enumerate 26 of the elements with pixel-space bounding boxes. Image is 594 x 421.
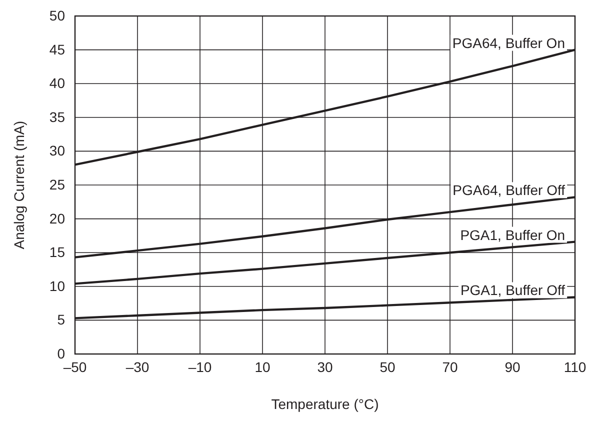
series-label: PGA1, Buffer On <box>460 226 565 243</box>
x-tick-label: 110 <box>564 358 586 375</box>
y-tick-label: 0 <box>57 345 66 362</box>
y-tick-label: 35 <box>49 108 66 125</box>
y-tick-label: 5 <box>57 312 66 328</box>
y-tick-label: 15 <box>49 244 66 260</box>
y-tick-label: 25 <box>49 176 66 192</box>
x-tick-label: 30 <box>317 358 333 375</box>
y-axis-title: Analog Current (mA) <box>11 120 27 250</box>
x-tick-label: –30 <box>126 358 150 375</box>
series-label: PGA1, Buffer Off <box>460 282 566 298</box>
x-tick-label: 10 <box>254 358 270 375</box>
y-tick-label: 10 <box>49 278 66 294</box>
x-tick-label: 90 <box>504 358 520 375</box>
x-tick-label: 50 <box>380 358 396 375</box>
x-tick-label: –50 <box>63 358 87 375</box>
x-axis-title: Temperature (°C) <box>271 396 379 412</box>
x-tick-label: –10 <box>188 358 212 375</box>
y-tick-label: 45 <box>49 41 66 58</box>
y-tick-label: 30 <box>49 142 66 159</box>
series-label: PGA64, Buffer Off <box>452 182 566 198</box>
y-tick-label: 20 <box>49 210 66 226</box>
y-tick-label: 50 <box>49 7 66 24</box>
y-tick-label: 40 <box>49 75 66 92</box>
series-label: PGA64, Buffer On <box>452 34 565 51</box>
x-tick-label: 70 <box>442 358 458 375</box>
